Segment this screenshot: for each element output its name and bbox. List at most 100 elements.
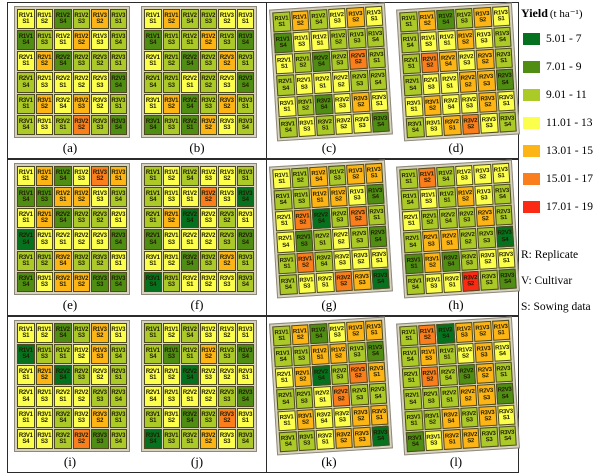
plot-cell: R2V1 S4 xyxy=(403,231,422,253)
plot-cell: R2V1 S1 xyxy=(17,365,35,386)
plot-cell: R3V3 S2 xyxy=(218,407,236,428)
plot-cell: R1V1 S4 xyxy=(400,346,420,368)
plot-cell: R2V3 S1 xyxy=(367,48,386,70)
plot-cell: R1V3 S3 xyxy=(218,344,236,365)
plot-cell: R2V2 S3 xyxy=(72,208,90,229)
plot-cell: R2V3 S3 xyxy=(476,384,496,406)
plot-cell: R1V1 S1 xyxy=(272,325,291,347)
plot-cell: R1V3 S4 xyxy=(109,187,127,208)
plot-cell: R3V3 S1 xyxy=(369,90,389,112)
plot-cell: R1V1 S3 xyxy=(162,187,180,208)
plot-cell: R1V3 S2 xyxy=(473,163,492,186)
legend-color-swatch xyxy=(523,117,540,129)
plot-cell: R2V1 S2 xyxy=(420,366,440,388)
plot-cell: R1V2 S3 xyxy=(454,165,474,187)
plot-cell: R3V2 S3 xyxy=(72,407,90,428)
legend-title-word: Yield xyxy=(521,6,548,20)
plot-cell: R2V1 S1 xyxy=(17,208,35,229)
plot-cell: R1V3 S4 xyxy=(365,26,385,49)
plot-cell: R3V3 S1 xyxy=(369,247,389,269)
plot-cell: R1V2 S1 xyxy=(310,30,330,52)
plot-cell: R3V2 S2 xyxy=(334,427,353,449)
plot-cell: R2V3 S1 xyxy=(367,362,386,384)
plot-grid-h: R1V1 S1 R1V1 S2 R1V2 S4 R1V2 S3 R1V3 S2 R1V3 S1 R1V1… xyxy=(396,159,520,299)
legend-note-replicate: R: Replicate xyxy=(521,249,579,261)
plot-cell: R2V3 S4 xyxy=(368,383,388,405)
plot-cell: R1V1 S3 xyxy=(35,344,53,365)
plot-cell: R1V2 S4 xyxy=(436,9,455,31)
plot-cell: R1V3 S3 xyxy=(218,187,236,208)
panel-caption-g: (g) xyxy=(321,297,337,312)
plot-cell: R2V2 S2 xyxy=(331,71,351,93)
plot-cell: R2V3 S1 xyxy=(494,205,513,227)
plot-cell: R1V1 S4 xyxy=(144,187,162,208)
plot-cell: R3V3 S1 xyxy=(496,247,516,269)
panel-box-ij: R1V1 S1 R1V1 S2 R1V2 S4 R1V2 S3 R1V3 S2 R1V3 S1 R1V1… xyxy=(7,316,268,473)
plot-cell: R2V1 S3 xyxy=(162,386,180,407)
plot-cell: R2V1 S4 xyxy=(17,72,35,93)
plot-cell: R1V1 S1 xyxy=(144,166,162,187)
plot-cell: R2V2 S4 xyxy=(54,365,72,386)
plot-cell: R1V1 S2 xyxy=(162,9,180,30)
plot-cell: R1V3 S1 xyxy=(364,319,384,341)
plot-cell: R3V2 S1 xyxy=(315,114,335,136)
plot-cell: R3V2 S2 xyxy=(461,113,480,135)
plot-cell: R1V1 S3 xyxy=(162,30,180,51)
plot-cell: R3V3 S4 xyxy=(371,425,390,447)
plot-cell: R2V2 S1 xyxy=(181,229,199,250)
plot-cell: R2V1 S3 xyxy=(35,72,53,93)
plot-cell: R3V3 S3 xyxy=(479,112,499,134)
plot-cell: R2V3 S1 xyxy=(236,208,254,229)
plot-cell: R3V2 S2 xyxy=(199,428,217,449)
plot-cell: R3V1 S2 xyxy=(162,407,180,428)
plot-cell: R3V1 S3 xyxy=(35,114,53,135)
plot-cell: R1V2 S1 xyxy=(437,187,457,209)
plot-cell: R2V3 S2 xyxy=(475,363,495,385)
panel-caption-b: (b) xyxy=(189,140,205,155)
plot-cell: R1V1 S2 xyxy=(290,10,310,32)
plot-cell: R1V3 S4 xyxy=(492,183,512,206)
plot-cell: R2V1 S3 xyxy=(35,386,53,407)
plot-cell: R1V1 S2 xyxy=(417,324,437,346)
plot-cell: R1V2 S1 xyxy=(54,344,72,365)
plot-cell: R2V1 S2 xyxy=(35,51,53,72)
plot-cell: R2V2 S4 xyxy=(54,208,72,229)
legend-title: Yield (t ha⁻¹) xyxy=(521,6,583,21)
legend-entry-5: 13.01 - 15 xyxy=(523,145,593,157)
plot-cell: R1V1 S3 xyxy=(292,188,311,210)
plot-cell: R2V3 S2 xyxy=(348,363,368,385)
panel-caption-h: (h) xyxy=(448,297,464,312)
plot-cell: R3V2 S4 xyxy=(54,93,72,114)
plot-cell: R2V1 S2 xyxy=(162,208,180,229)
plot-cell: R2V2 S2 xyxy=(72,386,90,407)
plot-cell: R1V3 S3 xyxy=(474,342,494,364)
plot-cell: R2V2 S2 xyxy=(199,229,217,250)
plot-cell: R3V3 S3 xyxy=(218,271,236,292)
plot-cell: R1V2 S3 xyxy=(454,322,474,344)
plot-cell: R3V3 S1 xyxy=(109,250,127,271)
plot-cell: R2V3 S2 xyxy=(348,49,368,71)
plot-cell: R3V2 S2 xyxy=(72,428,90,449)
plot-cell: R1V2 S3 xyxy=(327,165,347,187)
panel-h: R1V1 S1 R1V1 S2 R1V2 S4 R1V2 S3 R1V3 S2 R1V3 S1 R1V1… xyxy=(396,159,520,313)
plot-cell: R1V2 S1 xyxy=(437,344,457,366)
plot-cell: R1V3 S4 xyxy=(365,340,385,363)
plot-cell: R3V1 S4 xyxy=(278,117,298,139)
plot-cell: R1V2 S2 xyxy=(72,187,90,208)
plot-cell: R2V3 S3 xyxy=(349,384,369,406)
plot-cell: R3V2 S2 xyxy=(334,113,353,135)
plot-cell: R1V2 S2 xyxy=(328,29,348,51)
plot-cell: R2V3 S4 xyxy=(109,72,127,93)
plot-cell: R2V2 S1 xyxy=(54,386,72,407)
legend-color-swatch xyxy=(523,33,540,45)
plot-cell: R2V3 S4 xyxy=(495,383,515,405)
plot-cell: R1V3 S3 xyxy=(347,28,367,50)
legend-entry-4: 11.01 - 13 xyxy=(523,117,593,129)
plot-cell: R1V3 S1 xyxy=(491,5,511,27)
plot-cell: R3V1 S2 xyxy=(162,93,180,114)
plot-cell: R3V2 S1 xyxy=(315,428,335,450)
plot-cell: R2V3 S4 xyxy=(368,226,388,248)
plot-cell: R3V2 S4 xyxy=(181,93,199,114)
panel-box-cd: R1V1 S1 R1V1 S2 R1V2 S4 R1V2 S3 R1V3 S2 R1V3 S1 R1V1… xyxy=(266,2,520,159)
plot-cell: R1V3 S1 xyxy=(236,166,254,187)
